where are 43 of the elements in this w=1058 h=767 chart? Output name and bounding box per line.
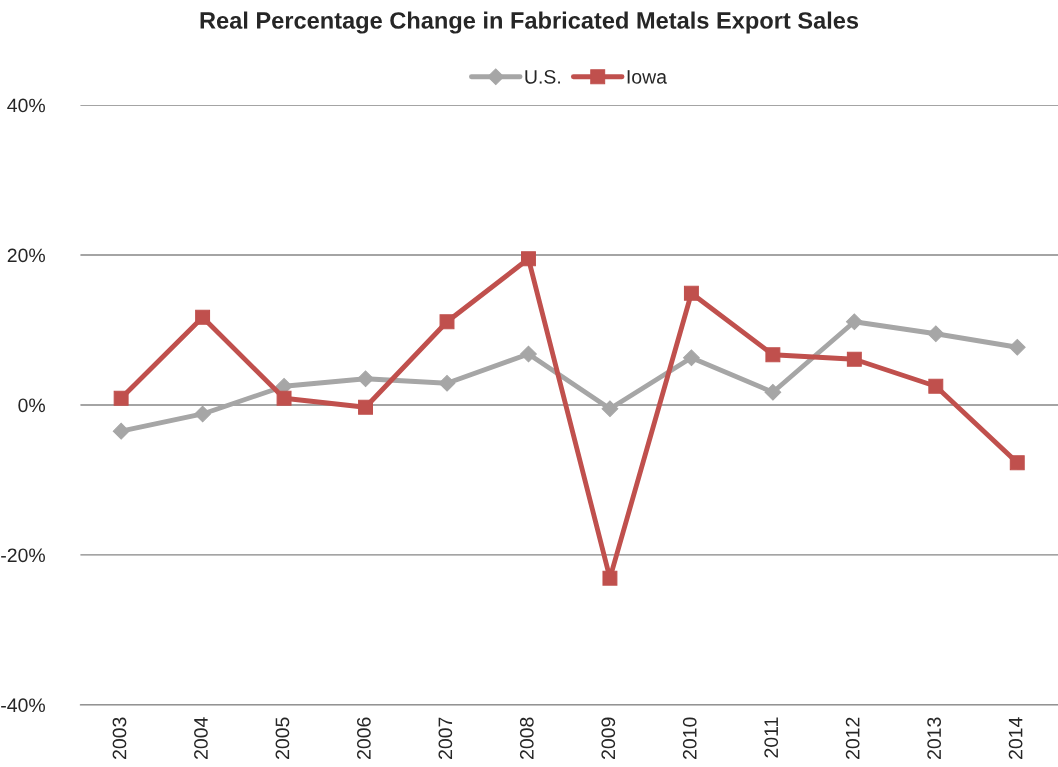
point [1008,338,1026,356]
point [928,378,944,394]
point [1009,455,1025,471]
y-tick-label: 40% [7,98,45,113]
point [683,349,700,367]
point [357,370,374,388]
x-tick-label: 2003 [112,717,127,759]
point [358,399,373,415]
y-tick-label: -40% [1,698,45,713]
x-tick-label: 2010 [682,717,697,759]
legend-label: Iowa [627,70,667,84]
point [602,570,618,586]
legend-label: U.S. [525,69,560,84]
point [927,325,945,343]
x-tick-label: 2013 [927,717,942,759]
y-tick-label: -20% [1,548,45,563]
point [846,351,862,367]
point [683,285,699,301]
x-tick-label: 2006 [356,717,371,759]
point [276,390,292,406]
point [113,390,129,406]
x-tick-label: 2012 [845,717,860,759]
x-tick-label: 2005 [275,717,290,759]
x-tick-label: 2007 [438,717,453,759]
chart-title: Real Percentage Change in Fabricated Metals Export Sales [200,11,859,34]
y-tick-label: 20% [7,248,45,263]
point [439,314,455,330]
x-tick-label: 2004 [194,717,208,759]
point [521,251,536,267]
y-tick-label: 0% [18,398,45,413]
point [112,422,130,440]
x-tick-label: 2011 [764,717,779,758]
point [845,313,863,331]
point [194,405,211,423]
x-tick-label: 2008 [519,717,534,759]
point [764,383,782,401]
point [438,374,456,392]
x-tick-label: 2014 [1008,717,1023,759]
point [601,400,619,418]
point [765,347,781,363]
x-tick-label: 2009 [601,717,616,759]
point [195,309,211,325]
point [520,345,537,363]
